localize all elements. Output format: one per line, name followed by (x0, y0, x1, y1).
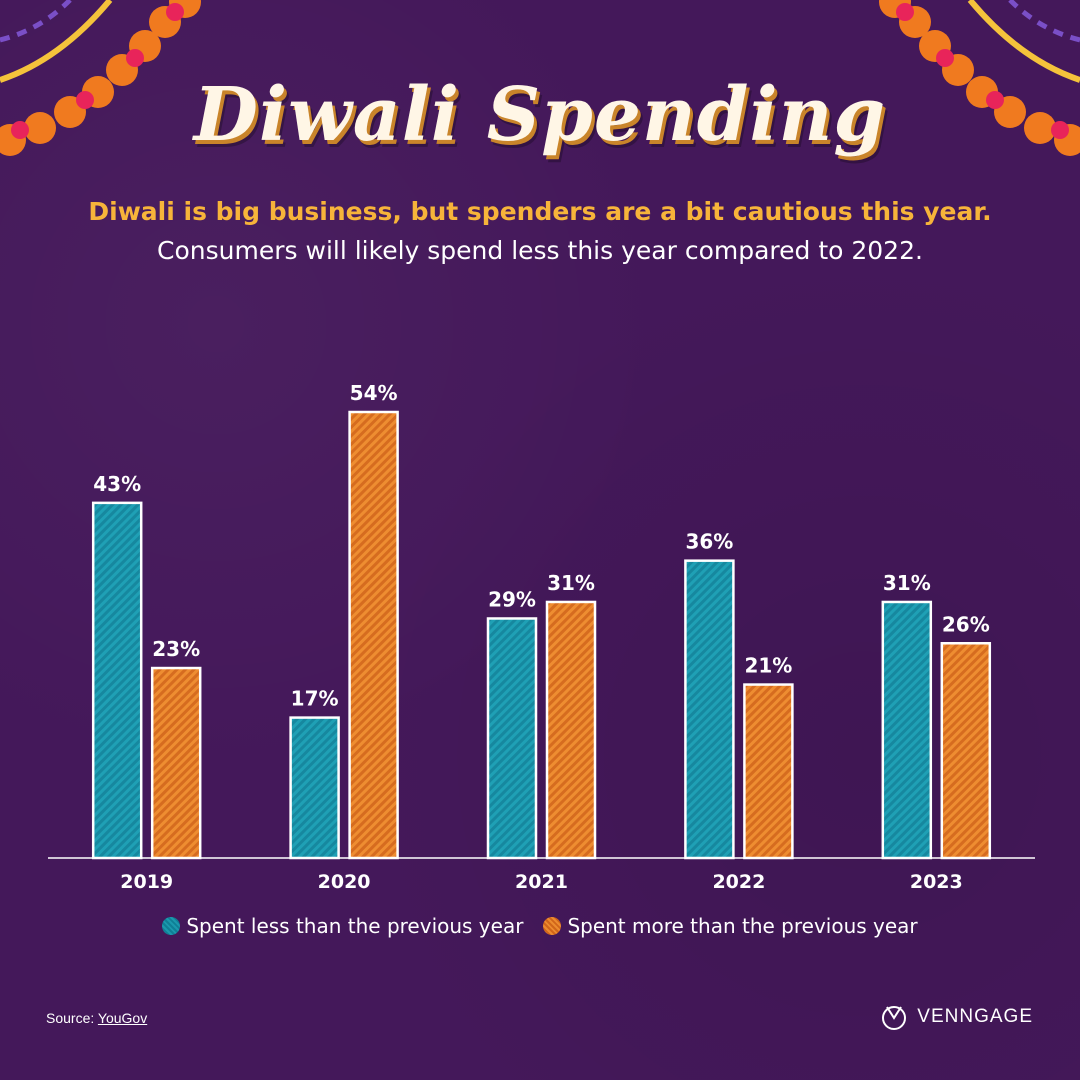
bar-spent-less-than-the-previous-year-2019 (91, 501, 143, 860)
bar-spent-more-than-the-previous-year-2021 (545, 600, 597, 860)
legend-swatch-orange (543, 917, 562, 935)
x-tick-label: 2019 (120, 871, 173, 893)
source-link[interactable]: YouGov (97, 1010, 148, 1026)
brand-logo: VENNGAGE (881, 1004, 1033, 1030)
bar-spent-less-than-the-previous-year-2021 (486, 617, 538, 860)
legend-item-spent-more: Spent more than the previous year (543, 914, 918, 938)
source-note: Source: YouGov (46, 1010, 147, 1026)
x-tick-label: 2021 (515, 871, 568, 893)
bar-spent-more-than-the-previous-year-2022 (743, 683, 794, 860)
subtitle: Consumers will likely spend less this ye… (157, 236, 923, 265)
bar-spent-less-than-the-previous-year-2023 (881, 600, 933, 860)
data-label: 26% (942, 612, 990, 636)
legend-item-spent-less: Spent less than the previous year (162, 914, 523, 938)
data-label: 23% (152, 637, 200, 661)
data-label: 31% (883, 571, 931, 595)
data-label: 36% (685, 530, 733, 554)
x-tick-label: 2020 (318, 871, 371, 893)
data-label: 17% (291, 687, 339, 711)
legend-swatch-teal (162, 917, 181, 935)
marigold-garland-right-decoration (879, 0, 1080, 156)
data-label: 29% (488, 587, 536, 611)
x-tick-label: 2023 (910, 871, 963, 893)
data-label: 31% (547, 571, 595, 595)
data-label: 43% (93, 472, 141, 496)
bar-spent-less-than-the-previous-year-2022 (684, 559, 735, 860)
marigold-garland-left-decoration (0, 0, 201, 156)
bar-spent-less-than-the-previous-year-2020 (289, 716, 340, 860)
bar-spent-more-than-the-previous-year-2023 (940, 642, 992, 860)
brand-name: VENNGAGE (917, 1006, 1033, 1027)
chart-legend: Spent less than the previous year Spent … (0, 914, 1080, 938)
data-label: 21% (744, 654, 792, 678)
x-tick-label: 2022 (712, 871, 765, 893)
bar-spent-more-than-the-previous-year-2019 (150, 666, 202, 860)
legend-label: Spent less than the previous year (186, 914, 524, 938)
chart-title: Diwali Spending (193, 72, 887, 158)
bar-chart: 43% 23% 2019 17% 54% 2020 29% 31% 2021 36% 21% 2022… (48, 381, 1035, 893)
subtitle-highlight: Diwali is big business, but spenders are… (88, 197, 992, 226)
source-prefix: Source: (46, 1010, 98, 1026)
data-label: 54% (350, 381, 398, 405)
venngage-logo-icon (882, 1006, 907, 1030)
bar-spent-more-than-the-previous-year-2020 (348, 410, 399, 860)
legend-label: Spent more than the previous year (567, 914, 918, 938)
